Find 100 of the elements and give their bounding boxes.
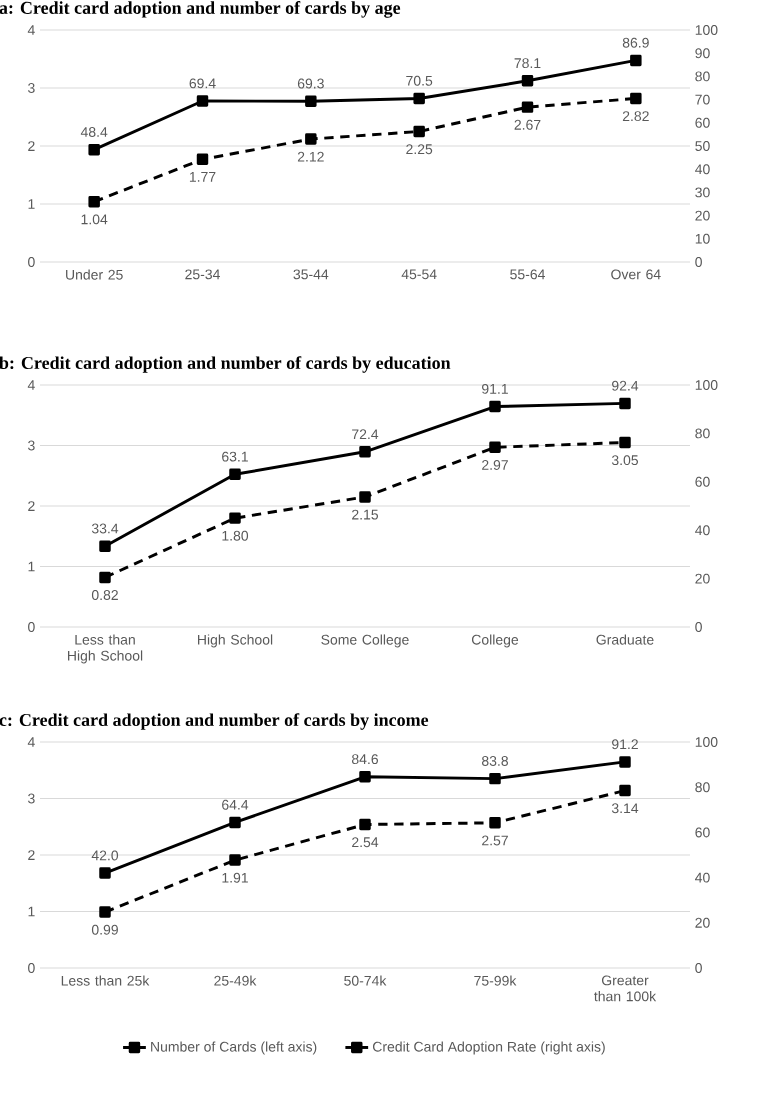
chart-title: c: Credit card adoption and number of cards by income bbox=[0, 713, 429, 730]
point bbox=[359, 491, 371, 503]
data-label: 64.4 bbox=[222, 799, 249, 810]
data-label: 48.4 bbox=[80, 127, 108, 138]
y2-tick-label: 20 bbox=[695, 917, 710, 928]
data-label: 3.05 bbox=[611, 455, 639, 466]
x-tick-label: Less than High School bbox=[68, 634, 143, 664]
point bbox=[630, 54, 642, 67]
point bbox=[489, 400, 501, 413]
y2-tick-label: 0 bbox=[695, 257, 702, 267]
y2-tick-label: 90 bbox=[695, 48, 710, 59]
data-label: 92.4 bbox=[612, 380, 639, 391]
point bbox=[413, 125, 425, 138]
y-tick-label: 1 bbox=[28, 561, 35, 572]
data-label: 0.99 bbox=[91, 924, 118, 935]
x-tick-label: Graduate bbox=[596, 634, 654, 645]
point bbox=[619, 436, 631, 449]
y2-tick-label: 60 bbox=[695, 827, 710, 838]
data-label: 63.1 bbox=[222, 451, 248, 462]
y2-tick-label: 60 bbox=[695, 476, 710, 487]
y2-tick-label: 20 bbox=[695, 210, 710, 221]
x-tick-label: 75-99k bbox=[474, 975, 517, 986]
data-label: 2.57 bbox=[482, 835, 508, 846]
y-tick-label: 3 bbox=[28, 440, 35, 451]
point bbox=[630, 92, 642, 105]
x-tick-label: Under 25 bbox=[66, 269, 123, 280]
point bbox=[229, 468, 241, 481]
x-tick-label: 25-49k bbox=[214, 975, 257, 986]
point bbox=[229, 854, 241, 866]
point bbox=[359, 446, 371, 458]
y2-tick-label: 100 bbox=[695, 737, 718, 747]
point bbox=[99, 906, 111, 918]
data-label: 69.4 bbox=[189, 78, 216, 89]
point bbox=[489, 772, 501, 785]
y2-tick-label: 10 bbox=[695, 233, 710, 244]
point bbox=[196, 95, 209, 107]
y2-tick-label: 40 bbox=[695, 872, 710, 883]
data-label: 86.9 bbox=[622, 37, 649, 48]
point bbox=[619, 784, 631, 797]
y2-tick-label: 100 bbox=[695, 380, 718, 390]
point bbox=[489, 817, 501, 829]
chart-title: b: Credit card adoption and number of cards by education bbox=[0, 356, 451, 373]
data-label: 2.82 bbox=[622, 111, 649, 122]
point bbox=[196, 153, 209, 166]
x-tick-label: 35-44 bbox=[293, 269, 329, 280]
y-tick-label: 4 bbox=[27, 737, 35, 747]
data-label: 2.15 bbox=[352, 509, 379, 520]
y2-tick-label: 70 bbox=[695, 94, 710, 105]
point bbox=[88, 195, 100, 208]
data-label: 1.91 bbox=[222, 872, 248, 883]
data-label: 70.5 bbox=[406, 75, 433, 86]
y-tick-label: 0 bbox=[28, 257, 35, 267]
point bbox=[229, 512, 241, 524]
y-tick-label: 2 bbox=[28, 141, 35, 151]
point bbox=[99, 867, 111, 879]
point bbox=[359, 818, 371, 831]
y2-tick-label: 0 bbox=[695, 963, 702, 973]
data-label: 42.0 bbox=[91, 850, 119, 861]
x-tick-label: Less than 25k bbox=[61, 975, 150, 986]
y2-tick-label: 100 bbox=[695, 25, 718, 35]
data-label: 1.77 bbox=[189, 172, 216, 182]
data-label: 0.82 bbox=[91, 590, 118, 601]
x-tick-label: College bbox=[471, 634, 519, 648]
point bbox=[305, 133, 317, 145]
y-tick-label: 2 bbox=[28, 501, 35, 511]
x-tick-label: 55-64 bbox=[510, 269, 545, 280]
point bbox=[99, 540, 111, 552]
data-label: 2.25 bbox=[406, 144, 433, 155]
y-tick-label: 4 bbox=[27, 380, 35, 390]
y2-tick-label: 30 bbox=[695, 187, 710, 198]
x-tick-label: Some College bbox=[321, 634, 409, 648]
x-tick-label: Greater than 100k bbox=[594, 975, 657, 1002]
data-label: 72.4 bbox=[352, 429, 379, 440]
chart-title: a: Credit card adoption and number of cards by age bbox=[0, 1, 401, 18]
y-tick-label: 0 bbox=[28, 622, 35, 632]
y2-tick-label: 80 bbox=[695, 71, 710, 82]
y2-tick-label: 40 bbox=[695, 525, 710, 536]
y-tick-label: 3 bbox=[28, 793, 35, 804]
data-label: 2.97 bbox=[482, 460, 508, 470]
data-label: 91.1 bbox=[482, 383, 508, 394]
x-tick-label: Over 64 bbox=[611, 269, 661, 280]
x-tick-label: 45-54 bbox=[401, 269, 437, 280]
point bbox=[305, 95, 317, 107]
data-label: 84.6 bbox=[351, 754, 379, 765]
y2-tick-label: 80 bbox=[695, 428, 710, 439]
data-label: 78.1 bbox=[514, 58, 541, 69]
x-tick-label: 50-74k bbox=[344, 975, 387, 986]
point bbox=[619, 756, 631, 768]
data-label: 69.3 bbox=[297, 78, 324, 89]
data-label: 2.67 bbox=[514, 119, 541, 130]
data-label: 83.8 bbox=[481, 756, 509, 766]
y2-tick-label: 0 bbox=[695, 622, 702, 632]
point bbox=[521, 101, 534, 113]
y2-tick-label: 40 bbox=[695, 164, 710, 175]
x-tick-label: High School bbox=[198, 634, 273, 648]
point bbox=[99, 571, 111, 584]
y-tick-label: 0 bbox=[28, 963, 35, 973]
point bbox=[413, 92, 425, 105]
data-label: 33.4 bbox=[91, 523, 119, 534]
data-label: 1.04 bbox=[81, 214, 108, 225]
